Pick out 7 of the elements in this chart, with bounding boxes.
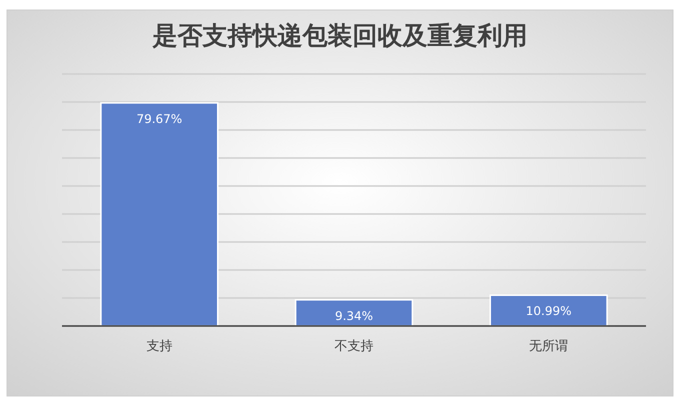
x-tick-label: 支持 bbox=[146, 339, 172, 354]
x-tick-label: 不支持 bbox=[334, 339, 374, 354]
data-label: 9.34% bbox=[334, 308, 374, 323]
data-label: 10.99% bbox=[526, 304, 572, 318]
data-label: 79.67% bbox=[136, 112, 182, 126]
x-tick-label: 无所谓 bbox=[529, 339, 568, 354]
chart-title: 是否支持快递包装回收及重复利用 bbox=[152, 21, 528, 50]
